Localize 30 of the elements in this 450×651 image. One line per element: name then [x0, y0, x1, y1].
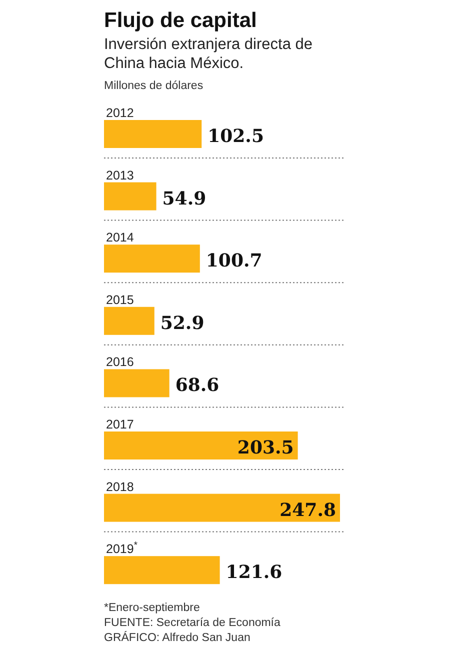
y-tick-label: 2016 [106, 355, 134, 370]
chart-subtitle: Inversión extranjera directa de China hacia México. [104, 36, 313, 72]
bar [104, 244, 200, 273]
data-label: 247.8 [280, 500, 336, 521]
bar [104, 494, 340, 522]
bar [104, 182, 156, 210]
text: *Enero-septiembre [104, 602, 200, 614]
data-label: 52.9 [160, 312, 204, 334]
y-tick-label: 2015 [106, 292, 134, 307]
bar [104, 432, 298, 460]
data-label: 68.6 [175, 375, 220, 396]
bar [104, 120, 202, 148]
text: GRÁFICO: Alfredo San Juan [104, 631, 250, 644]
y-tick-label: 2017 [106, 418, 134, 432]
y-tick-label: 2013 [106, 168, 134, 182]
source-note: FUENTE: Secretaría de Economía [104, 617, 282, 629]
data-label: 102.5 [208, 126, 264, 147]
x-axis-title: Millones de dólares [104, 80, 204, 92]
data-label: 100.7 [206, 250, 262, 272]
data-label: 54.9 [162, 188, 206, 210]
y-tick-label: 2012 [106, 106, 134, 120]
data-label: 203.5 [237, 438, 294, 458]
chart-title: Flujo de capital [104, 9, 257, 32]
y-tick-label: 2018 [106, 480, 134, 494]
y-tick-label: 2014 [106, 230, 134, 245]
bar [104, 556, 220, 584]
y-tick-label: 2019$^{*}$ [106, 540, 138, 556]
bar [104, 369, 170, 398]
data-label: 121.6 [226, 562, 282, 584]
bar [104, 306, 154, 335]
